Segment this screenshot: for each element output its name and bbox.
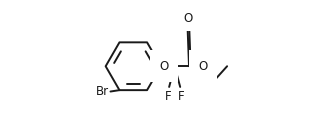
Text: F: F	[178, 90, 184, 103]
Text: O: O	[159, 60, 168, 73]
Text: Br: Br	[96, 85, 109, 98]
Text: O: O	[184, 12, 193, 25]
Text: F: F	[165, 90, 172, 103]
Text: O: O	[198, 60, 208, 73]
